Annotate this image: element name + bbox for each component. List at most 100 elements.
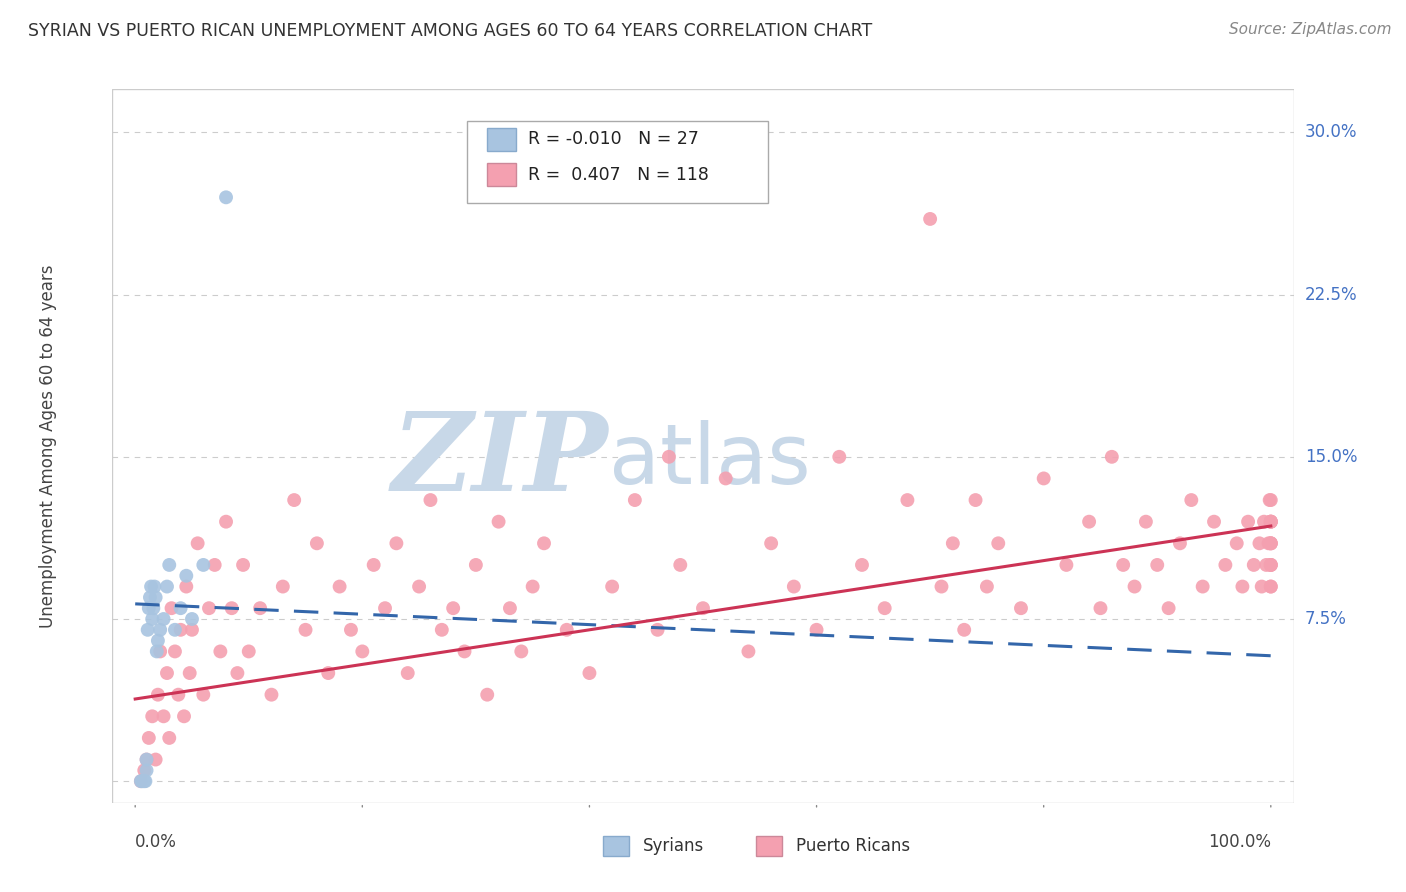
Point [174,580,197,594]
FancyBboxPatch shape [486,162,516,186]
Point [1260,515,1282,529]
Point [169,601,191,615]
Point [149,623,172,637]
Point [157,558,180,572]
Point [260,688,283,702]
Text: 7.5%: 7.5% [1305,610,1347,628]
Point [783,580,806,594]
Point [1260,580,1282,594]
Point [135,753,157,767]
Point [669,558,692,572]
Point [139,580,162,594]
Point [169,623,191,637]
Point [198,601,221,615]
FancyBboxPatch shape [486,128,516,151]
Point [976,580,998,594]
Point [146,688,169,702]
Point [305,536,328,550]
Point [181,612,204,626]
Point [759,536,782,550]
Point [363,558,385,572]
Point [271,580,294,594]
Point [1010,601,1032,615]
Text: Puerto Ricans: Puerto Ricans [796,838,911,855]
Point [1257,536,1279,550]
Text: 30.0%: 30.0% [1305,123,1357,142]
Point [1157,601,1180,615]
Point [1260,580,1282,594]
Point [430,623,453,637]
FancyBboxPatch shape [467,121,768,203]
Point [143,580,166,594]
Point [141,612,163,626]
Point [145,753,167,767]
Point [931,580,953,594]
Point [737,644,759,658]
Point [896,493,918,508]
Text: 100.0%: 100.0% [1208,833,1271,851]
Point [132,774,155,789]
Point [396,666,419,681]
Point [167,688,190,702]
Point [160,601,183,615]
Point [499,601,522,615]
Point [1202,515,1225,529]
Point [1260,515,1282,529]
Point [149,644,172,658]
Point [131,774,153,789]
FancyBboxPatch shape [756,837,782,856]
Point [134,774,156,789]
Point [136,623,159,637]
Point [221,601,243,615]
Point [441,601,464,615]
Point [283,493,305,508]
Point [419,493,441,508]
Point [215,190,238,204]
Point [329,580,352,594]
Text: 15.0%: 15.0% [1305,448,1357,466]
Point [942,536,965,550]
Point [232,558,254,572]
Point [138,601,160,615]
Point [163,644,186,658]
Point [555,623,578,637]
Point [533,536,555,550]
Text: 22.5%: 22.5% [1305,285,1357,303]
Point [1090,601,1112,615]
Point [1256,558,1278,572]
Point [226,666,249,681]
Point [374,601,396,615]
Text: ZIP: ZIP [392,407,609,514]
Point [1260,536,1282,550]
Point [647,623,669,637]
Point [193,688,215,702]
Point [600,580,623,594]
Point [1112,558,1135,572]
Point [139,591,162,605]
Point [1232,580,1254,594]
Text: R = -0.010   N = 27: R = -0.010 N = 27 [529,130,699,148]
Point [135,764,157,778]
Point [193,558,215,572]
Point [152,612,174,626]
Point [173,709,195,723]
Point [477,688,499,702]
Point [156,666,179,681]
Point [249,601,271,615]
Point [488,515,510,529]
Point [179,666,201,681]
Point [806,623,828,637]
Point [987,536,1010,550]
Point [1226,536,1249,550]
Point [1250,580,1272,594]
Point [658,450,681,464]
Point [1101,450,1123,464]
Point [1243,558,1265,572]
Point [1260,536,1282,550]
Point [714,471,737,485]
Point [146,633,169,648]
Point [187,536,209,550]
Point [145,591,167,605]
Point [157,731,180,745]
Point [215,515,238,529]
